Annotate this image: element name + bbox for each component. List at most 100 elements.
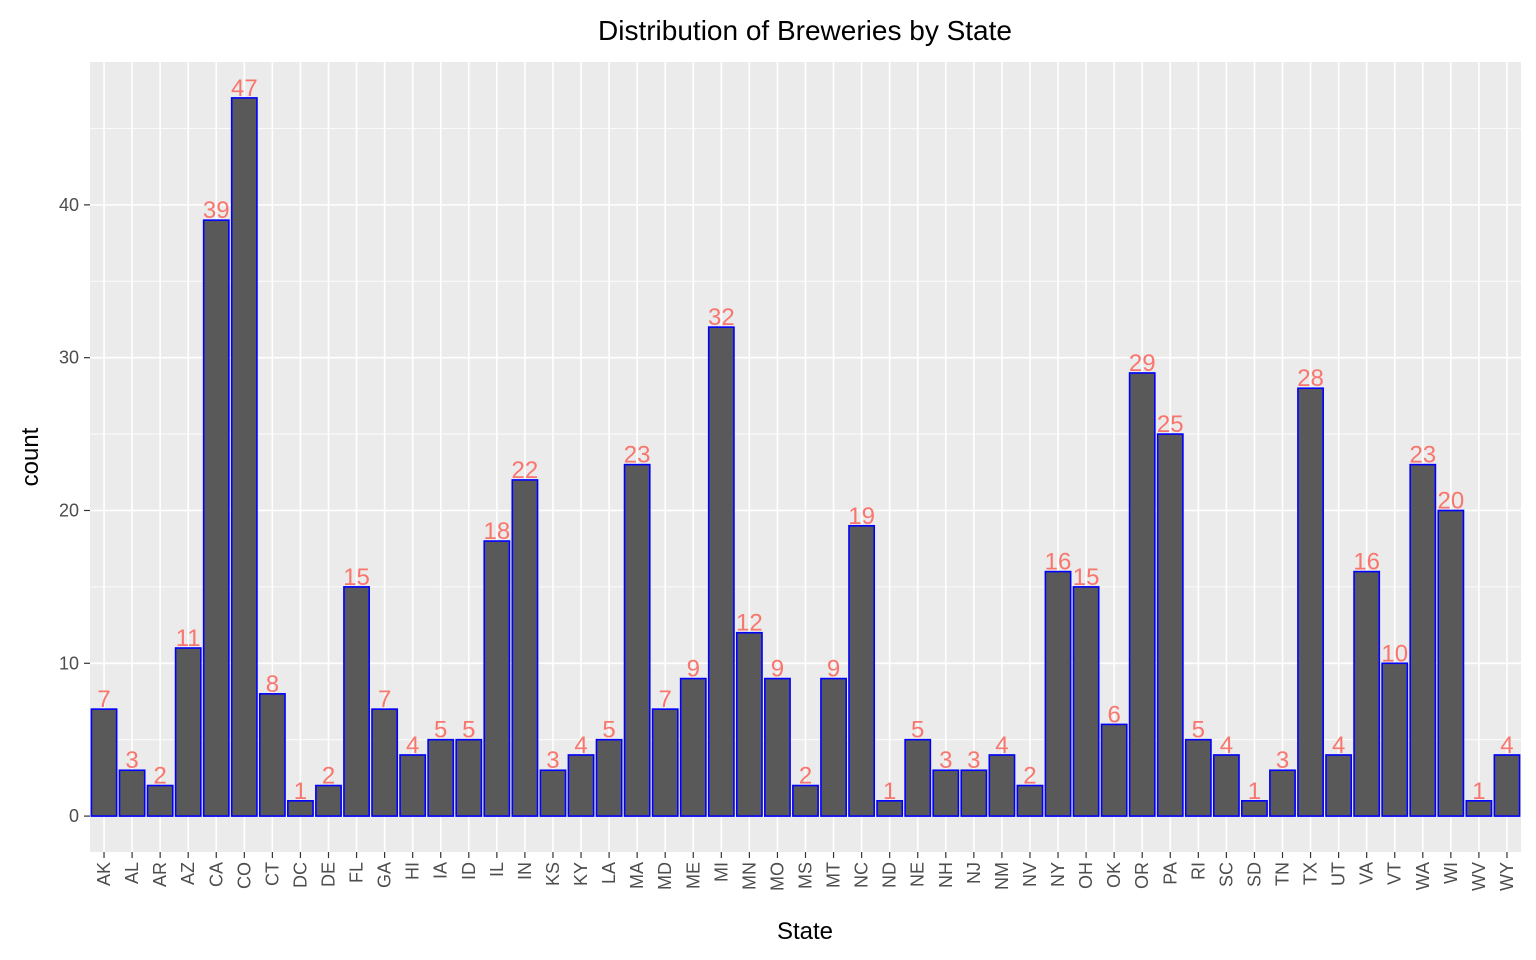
x-tick-label-pa: PA [1160,862,1180,885]
x-tick-label-mt: MT [824,862,844,888]
bar-wy [1493,754,1521,817]
x-tick-label-wv: WV [1469,862,1489,891]
y-tick-label: 10 [59,653,79,673]
data-label-ky: 4 [574,732,587,759]
data-label-va: 16 [1353,549,1380,576]
data-label-ny: 16 [1045,549,1072,576]
x-tick-label-ia: IA [431,862,451,879]
y-tick-label: 20 [59,500,79,520]
data-label-nh: 3 [939,747,952,774]
x-tick-label-me: ME [683,862,703,889]
x-axis-title: State [777,918,833,945]
data-label-md: 7 [659,686,672,713]
x-tick-label-fl: FL [347,862,367,883]
x-tick-label-ky: KY [571,862,591,886]
x-tick-label-il: IL [487,862,507,877]
bar-ma [623,463,651,817]
data-label-ia: 5 [434,717,447,744]
bar-tn [1269,769,1296,817]
data-label-ne: 5 [911,717,924,744]
bar-nv [1016,784,1044,817]
data-label-ct: 8 [266,671,279,698]
x-tick-label-nm: NM [992,862,1012,890]
x-tick-label-vt: VT [1385,862,1405,885]
bar-la [595,738,623,817]
data-label-ok: 6 [1107,701,1120,728]
bar-il [483,540,511,817]
data-label-il: 18 [484,518,511,545]
data-label-nc: 19 [848,503,875,530]
x-tick-label-wa: WA [1413,862,1433,890]
x-tick-label-nd: ND [880,862,900,888]
data-label-ak: 7 [97,686,110,713]
data-label-nm: 4 [995,732,1008,759]
x-tick-label-ga: GA [375,862,395,888]
data-label-or: 29 [1129,350,1156,377]
data-label-dc: 1 [294,778,307,805]
x-tick-label-sc: SC [1216,862,1236,887]
data-label-ks: 3 [546,747,559,774]
data-label-fl: 15 [343,564,370,591]
bar-me [679,677,707,817]
x-tick-label-ut: UT [1329,862,1349,886]
bar-or [1128,372,1156,817]
data-label-tn: 3 [1276,747,1289,774]
bar-ny [1044,570,1072,817]
x-tick-label-md: MD [655,862,675,890]
bar-mt [820,677,847,817]
data-label-wi: 20 [1438,487,1465,514]
x-tick-label-ca: CA [206,862,226,887]
data-label-nd: 1 [883,778,896,805]
x-tick-label-wi: WI [1441,862,1461,884]
data-label-hi: 4 [406,732,419,759]
bar-ri [1184,738,1212,817]
bar-de [315,784,342,817]
data-label-ma: 23 [624,442,651,469]
x-tick-label-co: CO [234,862,254,889]
data-label-ms: 2 [799,763,812,790]
data-label-wv: 1 [1472,778,1485,805]
x-tick-label-wy: WY [1497,862,1517,891]
bar-ct [258,693,286,817]
data-label-nv: 2 [1023,763,1036,790]
bar-md [651,708,679,817]
bar-dc [287,800,314,817]
data-label-sc: 4 [1220,732,1233,759]
bar-mn [735,631,763,817]
data-label-ut: 4 [1332,732,1345,759]
bar-ak [90,708,118,817]
x-tick-label-al: AL [122,862,142,884]
data-label-sd: 1 [1248,778,1261,805]
x-tick-label-or: OR [1132,862,1152,889]
data-label-pa: 25 [1157,411,1184,438]
data-label-mn: 12 [736,610,763,637]
data-label-ri: 5 [1192,717,1205,744]
bar-tx [1297,387,1324,817]
x-tick-label-va: VA [1357,862,1377,885]
x-tick-label-mi: MI [711,862,731,882]
bar-ok [1100,723,1128,817]
x-tick-label-mn: MN [739,862,759,890]
bar-id [455,738,483,817]
x-tick-label-tx: TX [1301,862,1321,885]
data-label-az: 11 [176,625,201,652]
x-tick-label-nj: NJ [964,862,984,884]
bar-nh [932,769,960,817]
x-tick-label-de: DE [319,862,339,887]
data-label-id: 5 [462,717,475,744]
bar-wi [1437,509,1465,817]
bar-ks [539,769,567,817]
data-label-al: 3 [125,747,138,774]
x-tick-label-az: AZ [178,862,198,885]
bar-sd [1241,800,1268,817]
y-axis-title: count [17,427,44,486]
x-tick-label-hi: HI [403,862,423,880]
bar-pa [1156,433,1184,817]
bar-nj [960,769,988,817]
x-tick-label-ma: MA [627,862,647,889]
data-label-mt: 9 [827,656,840,683]
bar-fl [343,586,370,817]
bar-az [174,647,202,817]
